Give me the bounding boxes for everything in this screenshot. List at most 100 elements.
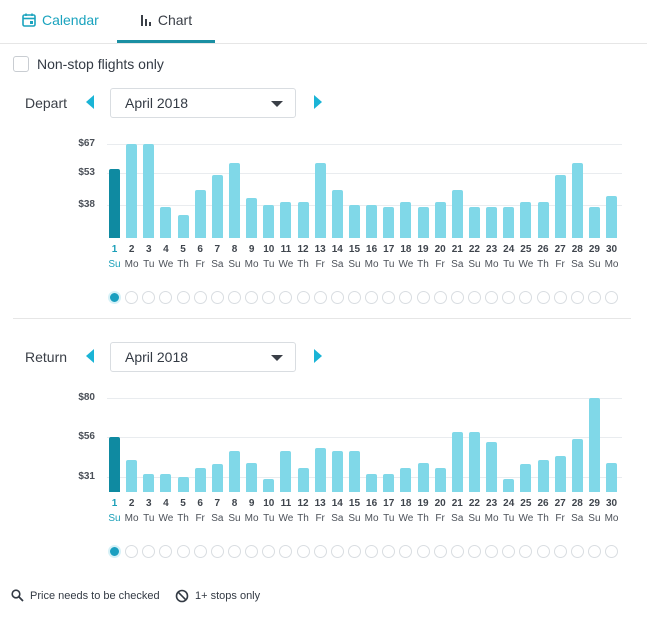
day-select-dot[interactable] <box>210 291 224 304</box>
day-select-dot[interactable] <box>313 545 327 558</box>
day-select-dot[interactable] <box>553 291 567 304</box>
day-select-dot[interactable] <box>450 291 464 304</box>
price-bar[interactable] <box>400 202 412 238</box>
day-select-dot[interactable] <box>262 545 276 558</box>
day-select-dot[interactable] <box>587 291 601 304</box>
day-select-dot[interactable] <box>245 291 259 304</box>
tab-chart[interactable]: Chart <box>117 0 215 43</box>
day-select-dot[interactable] <box>159 545 173 558</box>
day-select-dot[interactable] <box>450 545 464 558</box>
day-select-dot[interactable] <box>519 545 533 558</box>
price-bar[interactable] <box>314 448 326 492</box>
day-select-dot[interactable] <box>536 291 550 304</box>
price-bar[interactable] <box>417 206 429 238</box>
day-select-dot[interactable] <box>485 291 499 304</box>
price-bar[interactable] <box>194 467 206 492</box>
day-select-dot[interactable] <box>193 291 207 304</box>
day-select-dot[interactable] <box>399 545 413 558</box>
day-select-dot[interactable] <box>193 545 207 558</box>
nonstop-filter[interactable]: Non-stop flights only <box>13 56 164 72</box>
price-bar[interactable] <box>263 479 275 492</box>
day-select-dot[interactable] <box>330 291 344 304</box>
day-select-dot[interactable] <box>485 545 499 558</box>
price-bar[interactable] <box>109 169 120 238</box>
day-select-dot[interactable] <box>587 545 601 558</box>
price-bar[interactable] <box>537 202 549 238</box>
price-bar[interactable] <box>366 204 378 238</box>
price-bar[interactable] <box>263 204 275 238</box>
day-select-dot[interactable] <box>416 545 430 558</box>
day-select-dot[interactable] <box>570 545 584 558</box>
price-bar[interactable] <box>486 441 498 492</box>
price-bar[interactable] <box>468 206 480 238</box>
price-bar[interactable] <box>571 162 583 238</box>
price-bar[interactable] <box>503 479 515 492</box>
day-select-dot[interactable] <box>159 291 173 304</box>
price-bar[interactable] <box>143 144 155 238</box>
price-bar[interactable] <box>606 462 618 492</box>
price-bar[interactable] <box>126 459 138 492</box>
price-bar[interactable] <box>228 162 240 238</box>
return-next-month-button[interactable] <box>314 349 322 363</box>
day-select-dot[interactable] <box>605 291 619 304</box>
price-bar[interactable] <box>451 432 463 492</box>
price-bar[interactable] <box>417 462 429 492</box>
price-bar[interactable] <box>348 204 360 238</box>
day-select-dot[interactable] <box>433 545 447 558</box>
price-bar[interactable] <box>211 175 223 238</box>
price-bar[interactable] <box>400 467 412 492</box>
day-select-dot[interactable] <box>570 291 584 304</box>
price-bar[interactable] <box>520 202 532 238</box>
day-select-dot[interactable] <box>553 545 567 558</box>
price-bar[interactable] <box>383 474 395 492</box>
price-bar[interactable] <box>554 175 566 238</box>
depart-prev-month-button[interactable] <box>86 95 94 109</box>
day-select-dot[interactable] <box>347 291 361 304</box>
depart-next-month-button[interactable] <box>314 95 322 109</box>
depart-month-select[interactable]: April 2018 <box>110 88 296 118</box>
nonstop-checkbox[interactable] <box>13 56 29 72</box>
tab-calendar[interactable]: Calendar <box>22 0 99 40</box>
day-select-dot[interactable] <box>108 545 121 558</box>
price-bar[interactable] <box>297 467 309 492</box>
day-select-dot[interactable] <box>467 545 481 558</box>
day-select-dot[interactable] <box>296 291 310 304</box>
day-select-dot[interactable] <box>399 291 413 304</box>
price-bar[interactable] <box>588 398 600 492</box>
day-select-dot[interactable] <box>262 291 276 304</box>
price-bar[interactable] <box>160 206 172 238</box>
day-select-dot[interactable] <box>382 545 396 558</box>
price-bar[interactable] <box>314 162 326 238</box>
price-bar[interactable] <box>451 189 463 238</box>
price-bar[interactable] <box>520 464 532 492</box>
price-bar[interactable] <box>160 474 172 492</box>
price-bar[interactable] <box>434 202 446 238</box>
day-select-dot[interactable] <box>605 545 619 558</box>
return-prev-month-button[interactable] <box>86 349 94 363</box>
price-bar[interactable] <box>434 467 446 492</box>
return-month-select[interactable]: April 2018 <box>110 342 296 372</box>
price-bar[interactable] <box>588 206 600 238</box>
day-select-dot[interactable] <box>296 545 310 558</box>
price-bar[interactable] <box>246 198 258 238</box>
price-bar[interactable] <box>383 206 395 238</box>
price-bar[interactable] <box>246 462 258 492</box>
day-select-dot[interactable] <box>142 291 156 304</box>
price-bar[interactable] <box>331 451 343 492</box>
day-select-dot[interactable] <box>502 545 516 558</box>
day-select-dot[interactable] <box>176 291 190 304</box>
price-bar[interactable] <box>571 438 583 492</box>
day-select-dot[interactable] <box>279 545 293 558</box>
price-bar[interactable] <box>280 202 292 238</box>
day-select-dot[interactable] <box>125 545 139 558</box>
price-bar[interactable] <box>537 459 549 492</box>
day-select-dot[interactable] <box>210 545 224 558</box>
price-bar[interactable] <box>143 474 155 492</box>
day-select-dot[interactable] <box>227 545 241 558</box>
price-bar[interactable] <box>126 144 138 238</box>
price-bar[interactable] <box>486 206 498 238</box>
day-select-dot[interactable] <box>467 291 481 304</box>
price-bar[interactable] <box>177 215 189 238</box>
price-bar[interactable] <box>554 456 566 492</box>
day-select-dot[interactable] <box>502 291 516 304</box>
